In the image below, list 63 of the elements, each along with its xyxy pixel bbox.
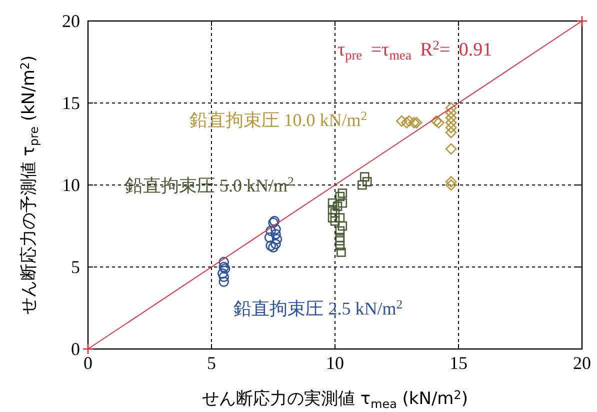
point (328, 204, 338, 214)
point (358, 180, 367, 190)
point (445, 126, 457, 138)
point (218, 276, 229, 287)
point (403, 115, 415, 127)
point (335, 236, 345, 246)
y-tick-label: 15 (62, 93, 80, 113)
point (433, 117, 444, 128)
point (330, 208, 340, 218)
point (445, 179, 457, 191)
point (445, 122, 457, 134)
x-tick-label: 0 (84, 353, 92, 373)
point (270, 238, 281, 250)
y-tick-label: 5 (71, 257, 80, 277)
point (408, 117, 420, 128)
point (270, 229, 281, 240)
point (335, 213, 345, 222)
x-tick-label: 20 (573, 353, 591, 373)
y-tick-label: 10 (62, 175, 80, 195)
point (445, 117, 457, 128)
point (410, 117, 422, 128)
point (396, 115, 408, 127)
point (445, 102, 457, 114)
point (576, 15, 588, 27)
point (328, 213, 338, 222)
point (82, 343, 94, 355)
point (362, 177, 372, 186)
point (217, 268, 228, 279)
x-tick-label: 5 (207, 353, 216, 373)
point (264, 232, 275, 243)
point (445, 176, 457, 188)
point (332, 202, 342, 211)
annotation: τ$_{pre}$ =τ$_{mea}$ R$^{2}$= 0.91 (337, 38, 492, 62)
point (270, 224, 281, 234)
point (445, 143, 457, 155)
point (338, 221, 348, 231)
point (338, 188, 348, 198)
point (430, 115, 442, 127)
point (335, 192, 345, 202)
point (328, 198, 338, 208)
point (338, 198, 348, 208)
point (400, 117, 412, 128)
series-label: 鉛直拘束圧 10.0 kN/m$^{2}$ (189, 109, 368, 130)
x-tick-label: 10 (326, 353, 344, 373)
point (218, 272, 229, 282)
point (360, 172, 370, 182)
point (445, 112, 457, 124)
point (218, 256, 229, 268)
point (268, 242, 278, 252)
y-tick-label: 0 (71, 339, 80, 359)
point (335, 226, 345, 236)
x-tick-label: 15 (450, 353, 468, 373)
point (445, 107, 457, 118)
point (330, 216, 340, 226)
point (272, 234, 282, 244)
point (266, 226, 276, 236)
point (266, 240, 276, 251)
y-tick-label: 20 (62, 11, 80, 31)
series-label: 鉛直拘束圧 5.0 kN/m$^{2}$ (125, 174, 294, 196)
point (336, 248, 346, 257)
point (335, 241, 345, 250)
x-axis-title: せん断応力の実測値 τ$_{mea}$ (kN/m$^{2}$) (202, 388, 468, 411)
series-label: 鉛直拘束圧 2.5 kN/m$^{2}$ (234, 298, 403, 319)
